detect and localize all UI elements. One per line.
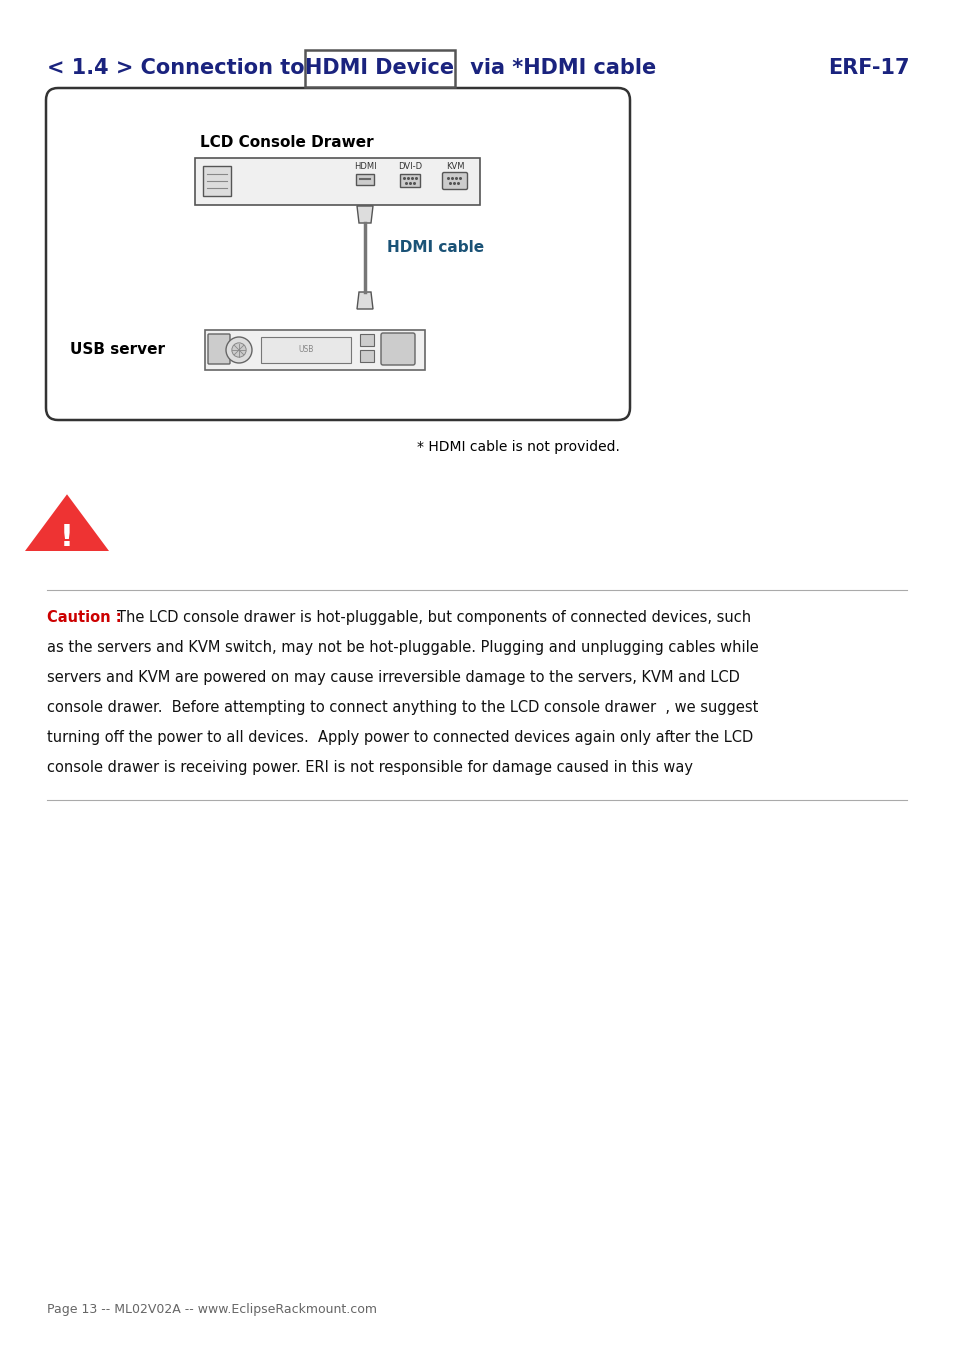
Text: Page 13 -- ML02V02A -- www.EclipseRackmount.com: Page 13 -- ML02V02A -- www.EclipseRackmo… [47,1304,376,1316]
Circle shape [232,343,246,358]
Polygon shape [356,207,373,223]
Text: Caution :: Caution : [47,610,127,625]
Text: USB server: USB server [70,343,165,358]
Text: The LCD console drawer is hot-pluggable, but components of connected devices, su: The LCD console drawer is hot-pluggable,… [117,610,750,625]
FancyBboxPatch shape [380,333,415,364]
Text: * HDMI cable is not provided.: * HDMI cable is not provided. [416,440,619,454]
Text: ERF-17: ERF-17 [827,58,909,78]
Text: as the servers and KVM switch, may not be hot-pluggable. Plugging and unplugging: as the servers and KVM switch, may not b… [47,640,758,655]
FancyBboxPatch shape [203,166,231,196]
Text: console drawer is receiving power. ERI is not responsible for damage caused in t: console drawer is receiving power. ERI i… [47,760,692,775]
Polygon shape [25,494,109,551]
FancyBboxPatch shape [261,338,351,363]
FancyBboxPatch shape [305,50,455,86]
Text: KVM: KVM [445,162,464,171]
FancyBboxPatch shape [359,350,374,362]
Polygon shape [356,292,373,309]
Text: servers and KVM are powered on may cause irreversible damage to the servers, KVM: servers and KVM are powered on may cause… [47,670,740,684]
Text: DVI-D: DVI-D [397,162,421,171]
Text: via *HDMI cable: via *HDMI cable [462,58,656,78]
Circle shape [226,338,252,363]
FancyBboxPatch shape [442,173,467,189]
FancyBboxPatch shape [355,174,374,185]
FancyBboxPatch shape [205,329,424,370]
FancyBboxPatch shape [359,333,374,346]
Text: < 1.4 > Connection to: < 1.4 > Connection to [47,58,312,78]
Text: HDMI cable: HDMI cable [387,240,483,255]
FancyBboxPatch shape [46,88,629,420]
Text: USB: USB [298,346,314,355]
Text: turning off the power to all devices.  Apply power to connected devices again on: turning off the power to all devices. Ap… [47,730,753,745]
Text: console drawer.  Before attempting to connect anything to the LCD console drawer: console drawer. Before attempting to con… [47,701,758,716]
FancyBboxPatch shape [399,174,419,188]
FancyBboxPatch shape [208,333,230,364]
Text: LCD Console Drawer: LCD Console Drawer [200,135,374,150]
Text: HDMI: HDMI [354,162,375,171]
Text: !: ! [60,524,74,552]
FancyBboxPatch shape [194,158,479,205]
Text: HDMI Device: HDMI Device [305,58,454,78]
